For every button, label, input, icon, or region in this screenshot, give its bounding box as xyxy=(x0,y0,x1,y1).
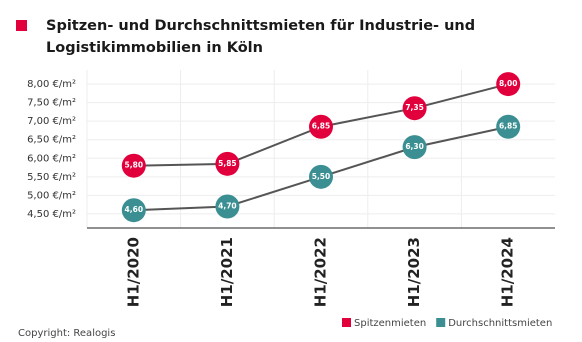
point xyxy=(309,114,333,139)
legend-label: Spitzenmieten xyxy=(354,318,426,329)
value-label: 7,35 xyxy=(405,103,424,112)
x-tick-label: H1/2023 xyxy=(405,237,423,307)
y-tick-label: 7,50 €/m² xyxy=(27,98,76,109)
y-tick-label: 7,00 €/m² xyxy=(27,116,76,127)
title-icon xyxy=(16,20,27,31)
value-label: 5,80 xyxy=(125,161,144,170)
y-tick-label: 8,00 €/m² xyxy=(27,79,76,90)
value-label: 6,30 xyxy=(405,142,424,151)
value-label: 6,85 xyxy=(499,122,518,131)
value-label: 6,85 xyxy=(312,122,331,131)
chart-title: Spitzen- und Durchschnittsmieten für Ind… xyxy=(46,18,475,34)
point xyxy=(215,194,240,219)
x-tick-label: H1/2022 xyxy=(312,237,330,307)
legend-swatch xyxy=(436,318,446,327)
point xyxy=(496,114,521,139)
legend-label: Durchschnittsmieten xyxy=(448,318,552,329)
x-tick-label: H1/2020 xyxy=(124,237,142,307)
y-tick-label: 5,00 €/m² xyxy=(27,190,76,201)
point xyxy=(402,135,427,160)
y-tick-label: 6,00 €/m² xyxy=(27,153,76,164)
value-label: 4,70 xyxy=(218,201,237,210)
point xyxy=(121,153,146,178)
source: Copyright: Realogis xyxy=(18,328,115,339)
value-label: 5,85 xyxy=(218,159,237,168)
y-tick-label: 4,50 €/m² xyxy=(27,209,76,220)
x-tick-label: H1/2024 xyxy=(499,237,517,307)
point xyxy=(496,72,521,97)
point xyxy=(309,164,333,189)
value-label: 4,60 xyxy=(125,205,144,214)
point xyxy=(215,151,240,176)
legend-swatch xyxy=(342,318,351,327)
point xyxy=(121,198,146,223)
point xyxy=(402,96,427,121)
value-label: 8,00 xyxy=(499,79,518,88)
value-label: 5,50 xyxy=(312,172,331,181)
y-tick-label: 5,50 €/m² xyxy=(27,172,76,183)
y-tick-label: 6,50 €/m² xyxy=(27,135,76,146)
chart-title: Logistikimmobilien in Köln xyxy=(46,40,263,56)
x-tick-label: H1/2021 xyxy=(218,237,236,307)
